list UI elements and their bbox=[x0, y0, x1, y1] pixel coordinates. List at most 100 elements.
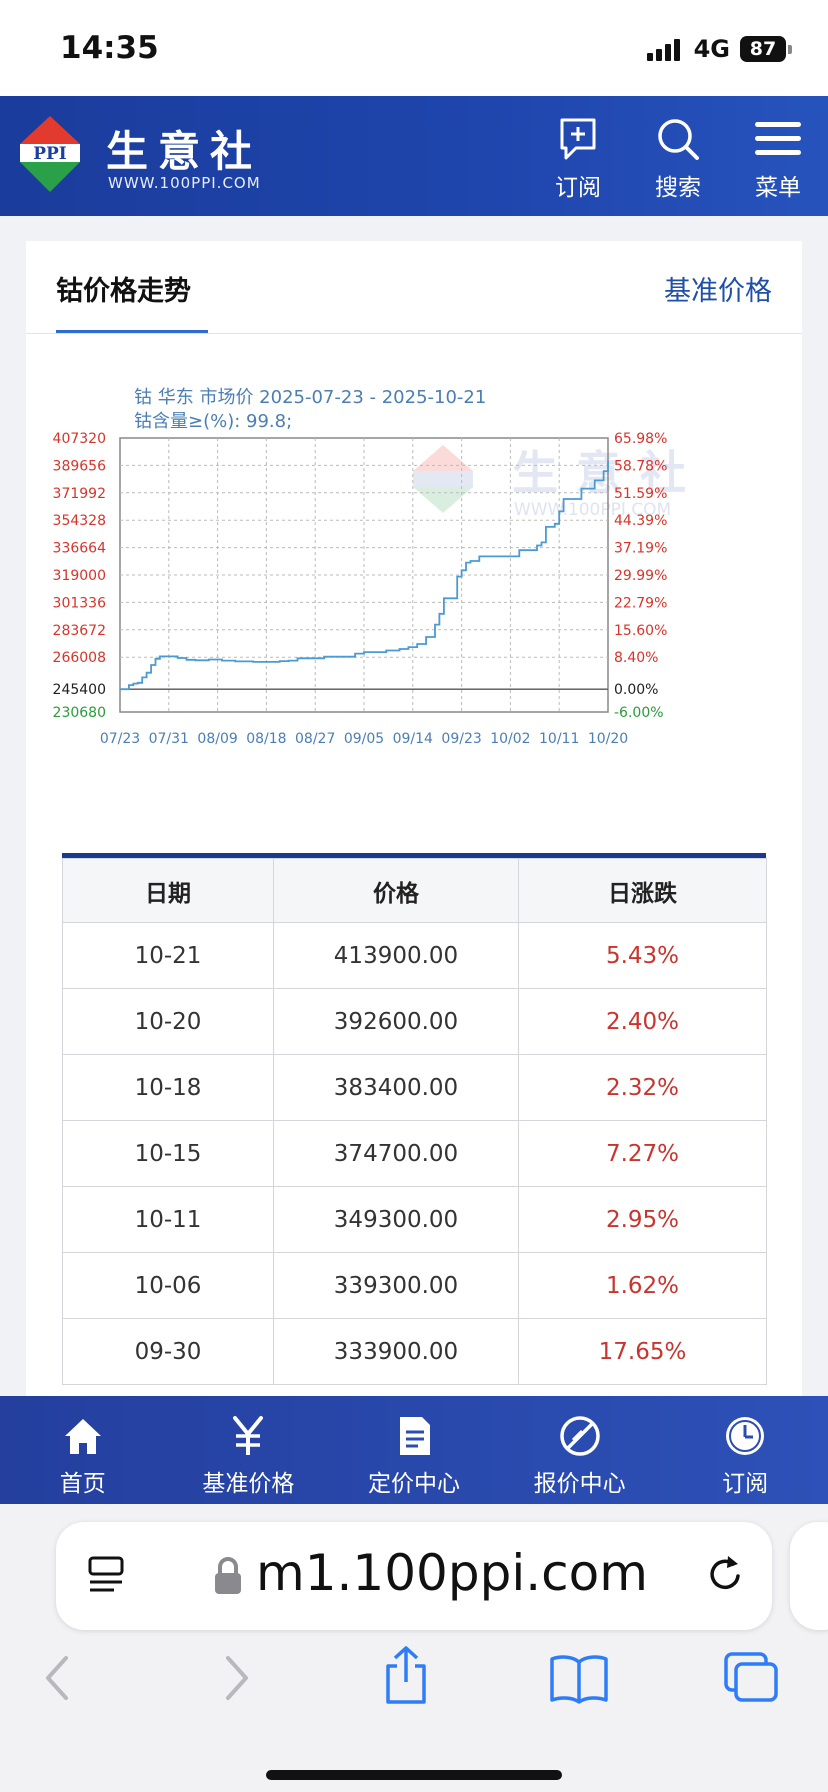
tabs-icon[interactable] bbox=[722, 1650, 782, 1706]
y-right-tick-label: 15.60% bbox=[614, 623, 667, 639]
chart-axes: 407320 65.98% 389656 58.78% 371992 51.59% 3543… bbox=[53, 431, 668, 747]
bottom-nav: 首页 基准价格 定价中心 bbox=[0, 1396, 828, 1504]
cell-change: 2.95% bbox=[518, 1186, 767, 1253]
nav-quote-center[interactable]: 报价中心 bbox=[497, 1396, 663, 1504]
y-left-tick-label: 245400 bbox=[53, 682, 106, 698]
nav-quote-center-label: 报价中心 bbox=[533, 1471, 626, 1497]
cell-date: 10-06 bbox=[62, 1252, 274, 1319]
x-tick-label: 10/02 bbox=[490, 731, 530, 747]
y-right-tick-label: 51.59% bbox=[614, 486, 667, 502]
slash-circle-icon bbox=[559, 1416, 600, 1456]
back-icon[interactable] bbox=[38, 1650, 78, 1706]
y-right-tick-label: 8.40% bbox=[614, 650, 658, 666]
home-icon bbox=[64, 1419, 101, 1454]
x-tick-label: 09/05 bbox=[344, 731, 384, 747]
subscribe-label: 订阅 bbox=[555, 175, 601, 201]
nav-subscribe[interactable]: 订阅 bbox=[662, 1396, 828, 1504]
cell-change: 2.32% bbox=[518, 1054, 767, 1121]
y-left-tick-label: 354328 bbox=[53, 513, 106, 529]
cell-change: 2.40% bbox=[518, 988, 767, 1055]
cell-price: 383400.00 bbox=[273, 1054, 519, 1121]
search-button[interactable]: 搜索 bbox=[638, 116, 718, 206]
clock-icon bbox=[726, 1417, 765, 1455]
forward-icon[interactable] bbox=[216, 1650, 256, 1706]
price-trend-card: 钴价格走势 基准价格 钴 华东 市场价 2025-07-23 - 2025-10… bbox=[26, 241, 802, 1401]
y-right-tick-label: -6.00% bbox=[614, 705, 664, 721]
cell-change: 5.43% bbox=[518, 922, 767, 989]
cell-change: 7.27% bbox=[518, 1120, 767, 1187]
chart-series bbox=[120, 460, 609, 691]
nav-pricing-center-label: 定价中心 bbox=[367, 1471, 460, 1497]
x-tick-label: 08/27 bbox=[295, 731, 335, 747]
subscribe-icon bbox=[560, 118, 596, 160]
search-icon bbox=[658, 119, 699, 160]
document-icon bbox=[399, 1417, 430, 1455]
x-tick-label: 09/14 bbox=[393, 731, 433, 747]
logo-badge: PPI bbox=[33, 144, 67, 164]
cell-date: 09-30 bbox=[62, 1318, 274, 1385]
watermark-url: WWW.100PPI.COM bbox=[514, 500, 671, 520]
x-tick-label: 09/23 bbox=[441, 731, 481, 747]
price-table-wrap: 日期 价格 日涨跌 10-21 413900.00 5.43% 10-20 39260… bbox=[62, 853, 767, 1385]
site-header: PPI 生意社 WWW.100PPI.COM 订阅 搜索 bbox=[0, 96, 828, 216]
cell-price: 413900.00 bbox=[273, 922, 519, 989]
y-right-tick-label: 44.39% bbox=[614, 513, 667, 529]
x-tick-label: 10/20 bbox=[588, 731, 628, 747]
nav-home[interactable]: 首页 bbox=[0, 1396, 166, 1504]
status-indicators: 4G 87 bbox=[646, 32, 792, 66]
search-label: 搜索 bbox=[655, 175, 701, 201]
address-bar[interactable]: m1.100ppi.com bbox=[56, 1522, 772, 1630]
chart-subtitle: 钴含量≥(%): 99.8; bbox=[134, 411, 292, 432]
menu-button[interactable]: 菜单 bbox=[738, 116, 818, 206]
x-tick-label: 07/31 bbox=[149, 731, 189, 747]
nav-pricing-center[interactable]: 定价中心 bbox=[331, 1396, 497, 1504]
cell-price: 339300.00 bbox=[273, 1252, 519, 1319]
card-title[interactable]: 钴价格走势 bbox=[56, 276, 191, 307]
y-right-tick-label: 65.98% bbox=[614, 431, 667, 447]
cell-price: 374700.00 bbox=[273, 1120, 519, 1187]
cell-date: 10-18 bbox=[62, 1054, 274, 1121]
menu-label: 菜单 bbox=[755, 175, 801, 201]
y-right-tick-label: 29.99% bbox=[614, 568, 667, 584]
reload-icon[interactable] bbox=[704, 1552, 748, 1598]
nav-benchmark[interactable]: 基准价格 bbox=[166, 1396, 332, 1504]
y-left-tick-label: 371992 bbox=[53, 486, 106, 502]
cell-date: 10-21 bbox=[62, 922, 274, 989]
watermark-text: 生意社 bbox=[512, 446, 704, 500]
page-menu-icon[interactable] bbox=[86, 1552, 128, 1598]
price-chart: 钴 华东 市场价 2025-07-23 - 2025-10-21 钴含量≥(%)… bbox=[53, 387, 704, 747]
chart-title: 钴 华东 市场价 2025-07-23 - 2025-10-21 bbox=[134, 387, 486, 408]
price-line bbox=[120, 460, 609, 691]
cell-date: 10-11 bbox=[62, 1186, 274, 1253]
ppi-logo-icon[interactable]: PPI bbox=[18, 114, 82, 194]
price-table: 日期 价格 日涨跌 10-21 413900.00 5.43% 10-20 39260… bbox=[62, 858, 767, 1385]
cell-change: 1.62% bbox=[518, 1252, 767, 1319]
next-tab-preview[interactable] bbox=[790, 1522, 828, 1630]
status-time: 14:35 bbox=[60, 30, 159, 66]
url-text[interactable]: m1.100ppi.com bbox=[256, 1544, 648, 1602]
cell-date: 10-20 bbox=[62, 988, 274, 1055]
status-bar: 14:35 4G 87 bbox=[0, 0, 828, 96]
share-icon[interactable] bbox=[380, 1644, 432, 1706]
x-tick-label: 10/11 bbox=[539, 731, 579, 747]
battery-level: 87 bbox=[749, 38, 777, 60]
cell-price: 392600.00 bbox=[273, 988, 519, 1055]
y-right-tick-label: 37.19% bbox=[614, 541, 667, 557]
header-price: 价格 bbox=[273, 858, 519, 923]
benchmark-price-link[interactable]: 基准价格 bbox=[664, 276, 772, 307]
table-row: 10-06 339300.00 1.62% bbox=[62, 1252, 767, 1319]
y-right-tick-label: 58.78% bbox=[614, 458, 667, 474]
table-header-row: 日期 价格 日涨跌 bbox=[62, 858, 767, 923]
y-left-tick-label: 230680 bbox=[53, 705, 106, 721]
table-top-bar bbox=[62, 853, 766, 858]
y-left-tick-label: 283672 bbox=[53, 623, 106, 639]
table-row: 10-11 349300.00 2.95% bbox=[62, 1186, 767, 1253]
header-change: 日涨跌 bbox=[518, 858, 767, 923]
y-right-tick-label: 0.00% bbox=[614, 682, 658, 698]
subscribe-button[interactable]: 订阅 bbox=[538, 116, 618, 206]
cell-date: 10-15 bbox=[62, 1120, 274, 1187]
y-right-tick-label: 22.79% bbox=[614, 595, 667, 611]
table-row: 10-21 413900.00 5.43% bbox=[62, 922, 767, 989]
bookmarks-icon[interactable] bbox=[548, 1650, 610, 1706]
